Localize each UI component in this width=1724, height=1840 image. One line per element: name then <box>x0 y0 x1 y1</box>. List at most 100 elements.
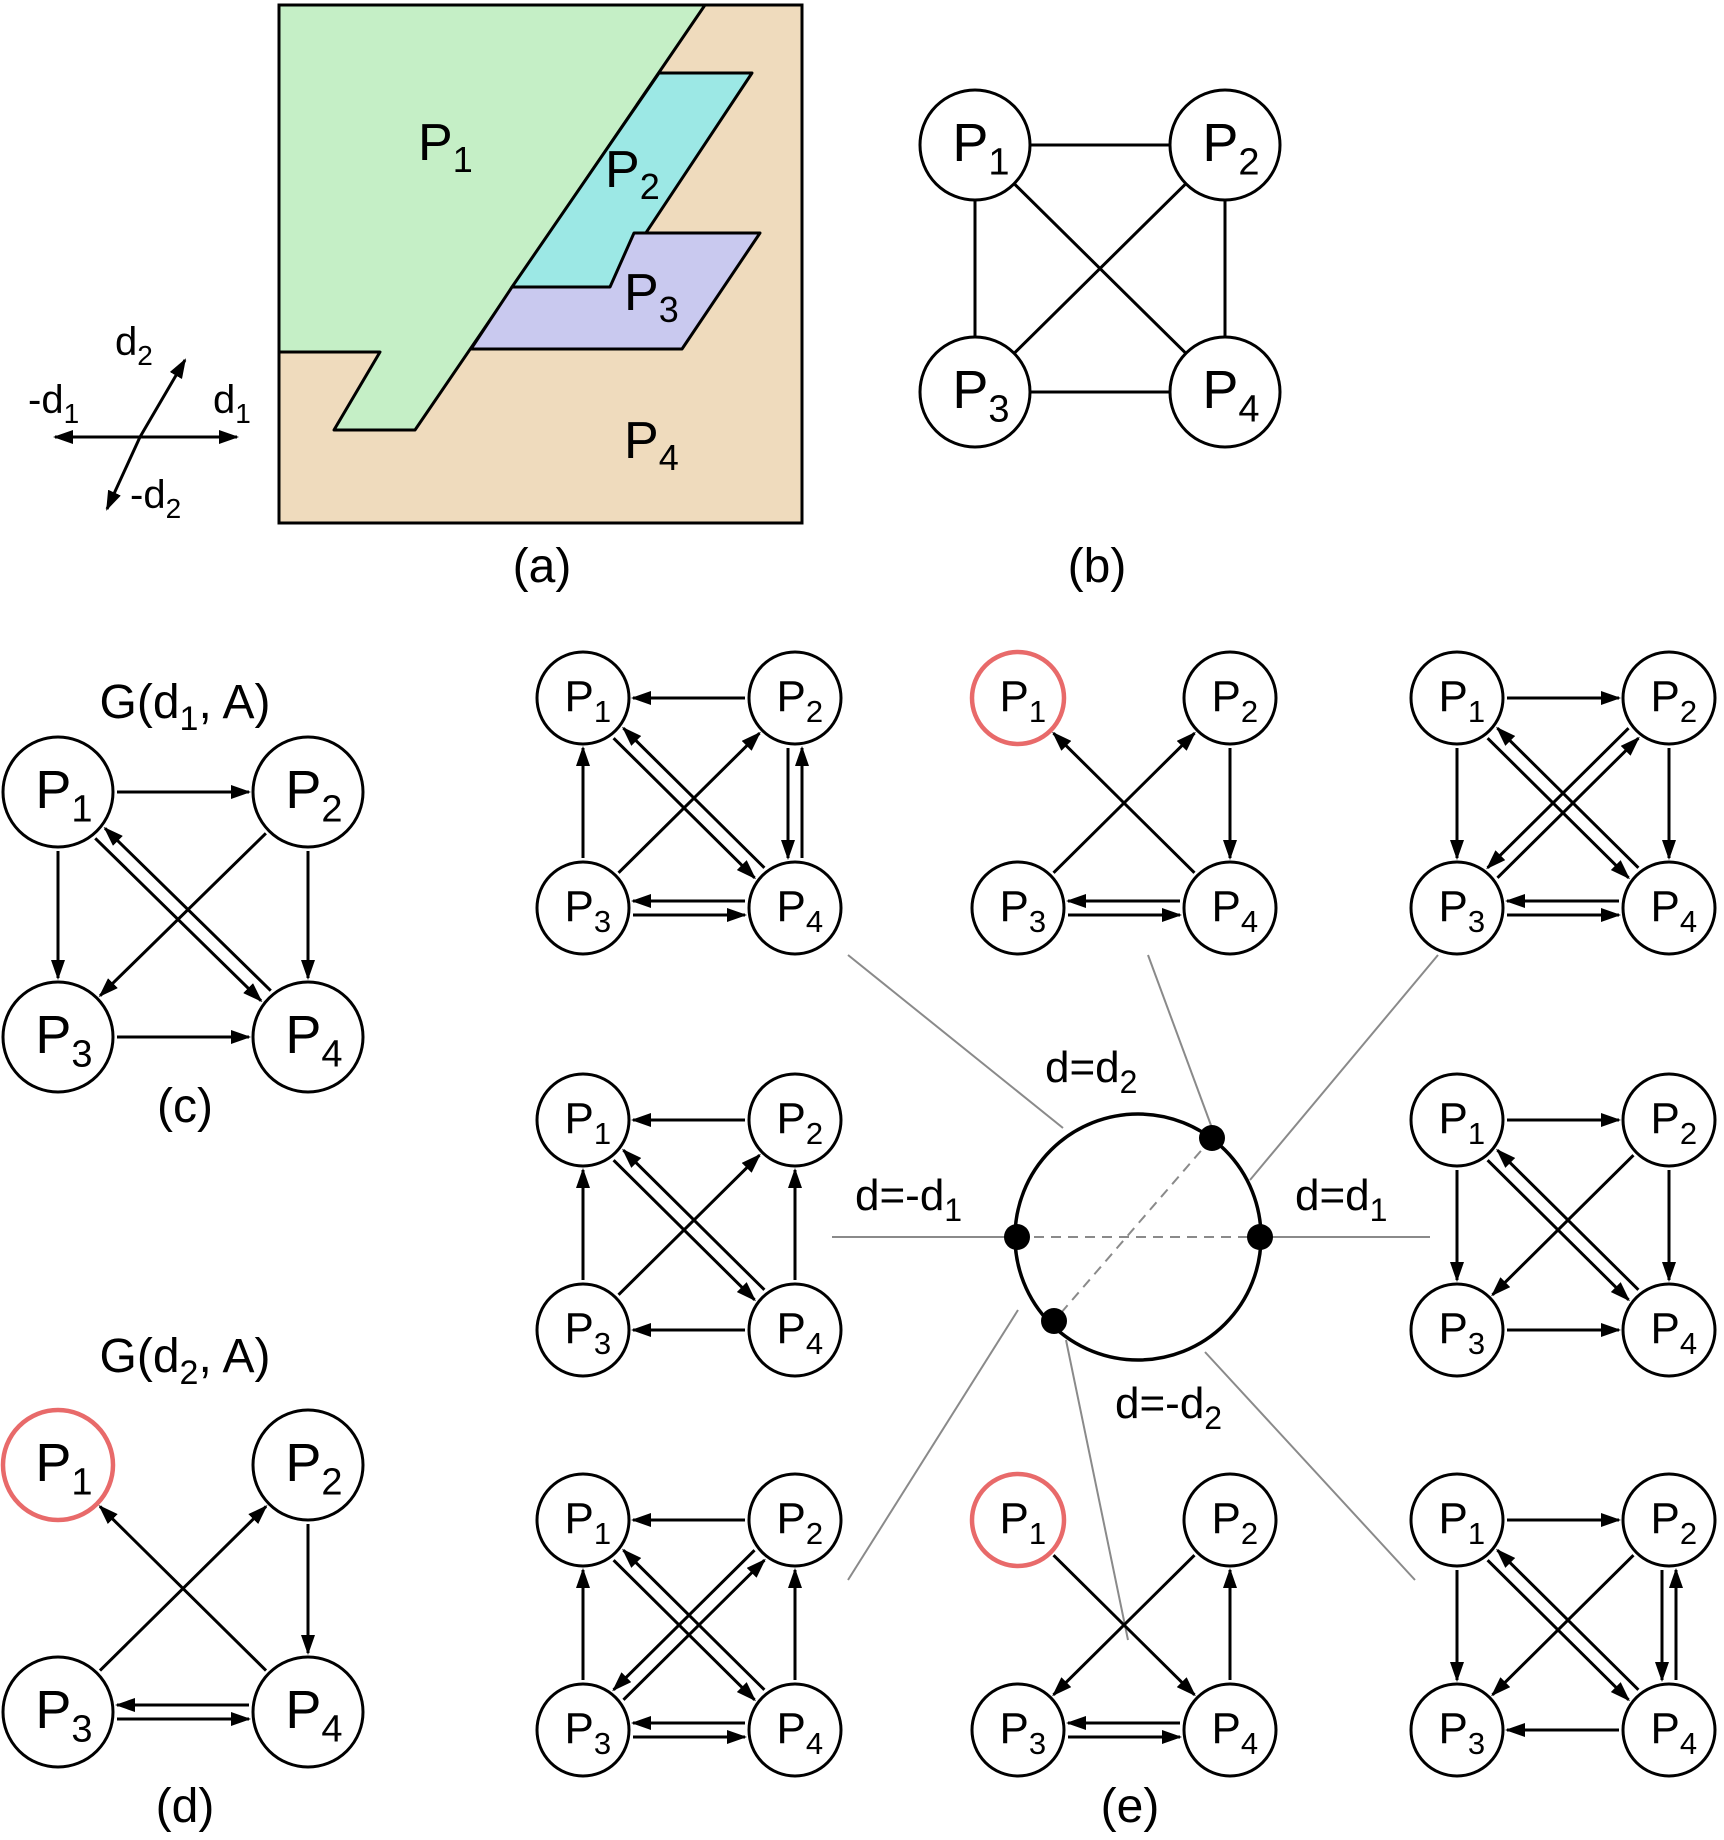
e-top-left-arrow-p3-p2 <box>617 731 761 874</box>
graph-title-c: G(d1, A) <box>100 676 271 738</box>
axis-neg-d2-line <box>105 436 142 511</box>
direction-label-bottom: d=-d2 <box>1115 1379 1222 1436</box>
region-label-p4: P4 <box>624 412 679 478</box>
region-label-p3: P3 <box>624 264 679 330</box>
d-arrow-p4-p1 <box>98 1505 268 1672</box>
e-top-left-node-p2: P2 <box>747 650 843 746</box>
e-bottom-right-node-label-p4: P4 <box>1651 1704 1698 1761</box>
e-middle-right-node-p1: P1 <box>1409 1072 1505 1168</box>
e-bottom-right-arrow-p1-p4 <box>1486 1559 1630 1702</box>
c-node-label-p3: P3 <box>35 1005 92 1075</box>
region-p3 <box>469 231 762 351</box>
e-middle-right-node-label-p2: P2 <box>1651 1094 1698 1151</box>
e-top-left-node-label-p1: P1 <box>565 672 612 729</box>
e-top-right: P1 P2 P3 P4 <box>1409 650 1717 956</box>
region-label-p2: P2 <box>605 141 660 207</box>
e-top-middle-node-p2: P2 <box>1182 650 1278 746</box>
b-node-p1: P1 <box>918 88 1032 202</box>
e-top-middle-node-p1: P1 <box>969 649 1067 747</box>
e-top-middle-arrow-p4-p1 <box>1052 731 1196 874</box>
e-bottom-left-arrow-p4-p1 <box>622 1548 766 1691</box>
e-bottom-left-arrow-p1-p4 <box>612 1559 756 1702</box>
b-node-label-p2: P2 <box>1202 113 1259 183</box>
e-bottom-right-node-p3: P3 <box>1409 1682 1505 1778</box>
e-bottom-middle-node-p4: P4 <box>1182 1682 1278 1778</box>
leader-top-middle <box>1147 954 1213 1129</box>
direction-label-left: d=-d1 <box>855 1171 962 1228</box>
dot-neg-d1 <box>1004 1224 1030 1250</box>
dot-neg-d2 <box>1041 1308 1067 1334</box>
c-node-label-p1: P1 <box>35 760 92 830</box>
d-node-p2: P2 <box>251 1408 365 1522</box>
c-node-label-p4: P4 <box>285 1005 342 1075</box>
e-middle-left-node-p2: P2 <box>747 1072 843 1168</box>
e-middle-right-node-label-p1: P1 <box>1439 1094 1486 1151</box>
e-bottom-right-arrow-p4-p1 <box>1496 1548 1640 1691</box>
leader-bottom-left <box>847 1309 1019 1581</box>
e-top-middle-node-label-p4: P4 <box>1212 882 1259 939</box>
e-top-middle-node-label-p1: P1 <box>1000 672 1047 729</box>
e-top-left: P1 P2 P3 P4 <box>535 650 843 956</box>
e-top-left-node-p4: P4 <box>747 860 843 956</box>
leader-lines <box>832 954 1439 1641</box>
e-bottom-left: P1 P2 P3 P4 <box>535 1472 843 1778</box>
e-bottom-middle-node-label-p2: P2 <box>1212 1494 1259 1551</box>
e-middle-left-node-label-p2: P2 <box>777 1094 824 1151</box>
e-top-right-arrow-p2-p3 <box>1486 727 1630 870</box>
dot-d2 <box>1199 1125 1225 1151</box>
e-middle-right-arrow-p2-p3 <box>1491 1154 1635 1297</box>
e-bottom-right-node-label-p1: P1 <box>1439 1494 1486 1551</box>
e-middle-left-node-p1: P1 <box>535 1072 631 1168</box>
e-middle-left-arrow-p3-p2 <box>617 1153 761 1296</box>
caption-b: (b) <box>1068 540 1127 593</box>
e-top-right-node-label-p2: P2 <box>1651 672 1698 729</box>
b-node-label-p1: P1 <box>952 113 1009 183</box>
panel-d: G(d2, A) P1 P2 P3 P4 (d) <box>0 1330 365 1833</box>
axis-label-neg-d1: -d1 <box>28 378 79 429</box>
e-middle-right: P1 P2 P3 P4 <box>1409 1072 1717 1378</box>
d-node-label-p4: P4 <box>285 1680 342 1750</box>
b-node-label-p3: P3 <box>952 360 1009 430</box>
e-top-right-node-label-p3: P3 <box>1439 882 1486 939</box>
dash-d2-axis <box>1053 1137 1213 1322</box>
e-bottom-right-node-p4: P4 <box>1621 1682 1717 1778</box>
e-top-middle-node-p3: P3 <box>970 860 1066 956</box>
e-middle-right-arrow-p4-p1 <box>1496 1148 1640 1291</box>
panel-b: P1 P2 P3 P4 (b) <box>918 88 1282 593</box>
e-top-middle-node-p4: P4 <box>1182 860 1278 956</box>
direction-label-right: d=d1 <box>1295 1171 1387 1228</box>
e-top-middle: P1 P2 P3 P4 <box>969 649 1278 956</box>
e-bottom-right-node-p1: P1 <box>1409 1472 1505 1568</box>
e-bottom-middle-node-p3: P3 <box>970 1682 1066 1778</box>
panel-a: P1 P2 P3 P4 d2 -d1 d1 -d2 (a) <box>28 3 804 593</box>
e-top-right-node-p1: P1 <box>1409 650 1505 746</box>
e-bottom-left-node-label-p1: P1 <box>565 1494 612 1551</box>
e-bottom-left-node-label-p2: P2 <box>777 1494 824 1551</box>
e-top-left-node-label-p2: P2 <box>777 672 824 729</box>
e-bottom-left-node-p3: P3 <box>535 1682 631 1778</box>
e-middle-right-node-label-p3: P3 <box>1439 1304 1486 1361</box>
e-top-right-node-p2: P2 <box>1621 650 1717 746</box>
b-edge-p2-p3 <box>1013 182 1187 355</box>
e-bottom-middle: P1 P2 P3 P4 <box>969 1471 1278 1778</box>
e-top-right-node-label-p1: P1 <box>1439 672 1486 729</box>
d-node-p3: P3 <box>1 1655 115 1769</box>
e-top-left-node-p3: P3 <box>535 860 631 956</box>
e-bottom-left-arrow-p2-p3 <box>612 1549 756 1692</box>
b-node-p3: P3 <box>918 335 1032 449</box>
d-node-label-p2: P2 <box>285 1433 342 1503</box>
e-bottom-right: P1 P2 P3 P4 <box>1409 1472 1717 1778</box>
e-middle-left-node-p3: P3 <box>535 1282 631 1378</box>
e-top-left-node-p1: P1 <box>535 650 631 746</box>
e-bottom-middle-node-p2: P2 <box>1182 1472 1278 1568</box>
e-top-right-arrow-p1-p4 <box>1486 737 1630 880</box>
caption-e: (e) <box>1101 1780 1160 1833</box>
c-node-p2: P2 <box>251 735 365 849</box>
e-middle-right-node-p3: P3 <box>1409 1282 1505 1378</box>
leader-bottom-right <box>1204 1351 1416 1581</box>
e-middle-left-node-label-p1: P1 <box>565 1094 612 1151</box>
e-bottom-left-node-label-p3: P3 <box>565 1704 612 1761</box>
e-bottom-left-node-p1: P1 <box>535 1472 631 1568</box>
